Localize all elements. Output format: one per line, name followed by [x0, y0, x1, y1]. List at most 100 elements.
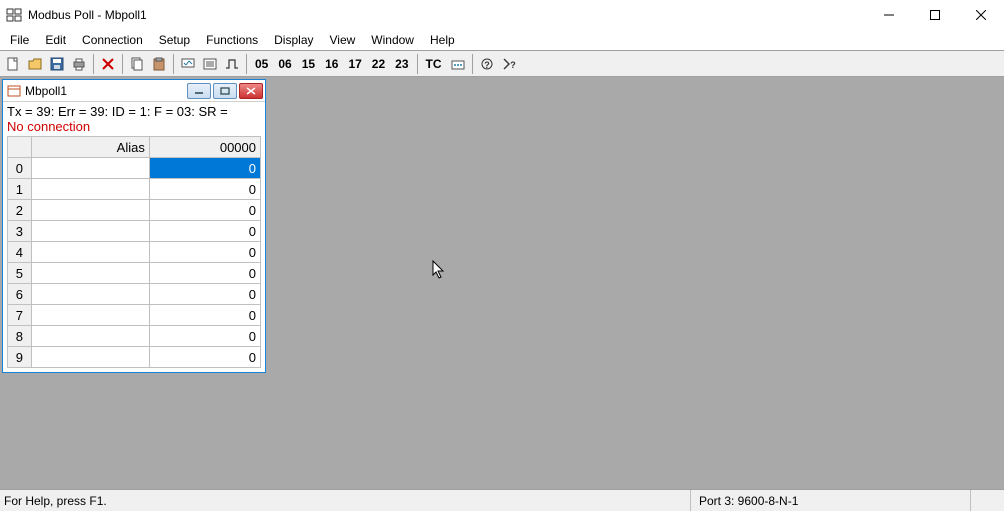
row-header[interactable]: 1	[8, 179, 32, 200]
child-window-title: Mbpoll1	[25, 84, 67, 98]
value-cell[interactable]: 0	[149, 158, 260, 179]
menu-item-help[interactable]: Help	[422, 31, 463, 49]
table-row[interactable]: 00	[8, 158, 261, 179]
value-cell[interactable]: 0	[149, 200, 260, 221]
monitor-icon[interactable]	[177, 53, 199, 75]
child-window: Mbpoll1 Tx = 39: Err = 39: ID = 1: F = 0…	[2, 79, 266, 373]
table-row[interactable]: 40	[8, 242, 261, 263]
status-empty-pane	[970, 490, 1000, 511]
toolbar-separator	[417, 54, 418, 74]
alias-cell[interactable]	[31, 179, 149, 200]
table-row[interactable]: 70	[8, 305, 261, 326]
register-table: Alias 00000 00102030405060708090	[7, 136, 261, 368]
window-title: Modbus Poll - Mbpoll1	[28, 8, 147, 22]
menu-item-edit[interactable]: Edit	[37, 31, 74, 49]
column-header-value[interactable]: 00000	[149, 137, 260, 158]
alias-cell[interactable]	[31, 284, 149, 305]
table-row[interactable]: 90	[8, 347, 261, 368]
alias-cell[interactable]	[31, 305, 149, 326]
context-help-icon[interactable]: ?	[498, 53, 520, 75]
toolbar-separator	[246, 54, 247, 74]
alias-cell[interactable]	[31, 263, 149, 284]
row-header[interactable]: 4	[8, 242, 32, 263]
value-cell[interactable]: 0	[149, 326, 260, 347]
child-window-body: Tx = 39: Err = 39: ID = 1: F = 03: SR = …	[3, 102, 265, 372]
menu-item-functions[interactable]: Functions	[198, 31, 266, 49]
value-cell[interactable]: 0	[149, 263, 260, 284]
row-header[interactable]: 7	[8, 305, 32, 326]
row-header[interactable]: 9	[8, 347, 32, 368]
func-code-06-button[interactable]: 06	[273, 53, 296, 75]
tc-button[interactable]: TC	[421, 53, 447, 75]
child-maximize-button[interactable]	[213, 83, 237, 99]
alias-cell[interactable]	[31, 158, 149, 179]
toolbar-separator	[93, 54, 94, 74]
status-bar: For Help, press F1. Port 3: 9600-8-N-1	[0, 489, 1004, 511]
value-cell[interactable]: 0	[149, 179, 260, 200]
disconnect-icon[interactable]	[97, 53, 119, 75]
menu-item-display[interactable]: Display	[266, 31, 321, 49]
menu-item-file[interactable]: File	[2, 31, 37, 49]
row-header[interactable]: 5	[8, 263, 32, 284]
table-row[interactable]: 60	[8, 284, 261, 305]
close-button[interactable]	[958, 0, 1004, 30]
pulse-icon[interactable]	[221, 53, 243, 75]
open-file-icon[interactable]	[24, 53, 46, 75]
child-title-bar[interactable]: Mbpoll1	[3, 80, 265, 102]
menu-item-window[interactable]: Window	[363, 31, 422, 49]
minimize-button[interactable]	[866, 0, 912, 30]
column-header-alias[interactable]: Alias	[31, 137, 149, 158]
value-cell[interactable]: 0	[149, 305, 260, 326]
row-header[interactable]: 8	[8, 326, 32, 347]
func-code-23-button[interactable]: 23	[390, 53, 413, 75]
settings-icon[interactable]	[199, 53, 221, 75]
about-icon[interactable]: ?	[476, 53, 498, 75]
func-code-05-button[interactable]: 05	[250, 53, 273, 75]
table-row[interactable]: 50	[8, 263, 261, 284]
func-code-22-button[interactable]: 22	[367, 53, 390, 75]
status-port-text: Port 3: 9600-8-N-1	[690, 490, 970, 511]
table-corner	[8, 137, 32, 158]
row-header[interactable]: 0	[8, 158, 32, 179]
tx-status-line: Tx = 39: Err = 39: ID = 1: F = 03: SR =	[7, 104, 261, 119]
connection-error-text: No connection	[7, 119, 261, 134]
print-icon[interactable]	[68, 53, 90, 75]
table-row[interactable]: 80	[8, 326, 261, 347]
child-minimize-button[interactable]	[187, 83, 211, 99]
new-file-icon[interactable]	[2, 53, 24, 75]
value-cell[interactable]: 0	[149, 242, 260, 263]
status-help-text: For Help, press F1.	[4, 490, 115, 511]
menu-item-view[interactable]: View	[322, 31, 364, 49]
menu-item-connection[interactable]: Connection	[74, 31, 151, 49]
child-close-button[interactable]	[239, 83, 263, 99]
toolbar: 05061516172223 TC ? ?	[0, 50, 1004, 77]
row-header[interactable]: 3	[8, 221, 32, 242]
table-row[interactable]: 20	[8, 200, 261, 221]
alias-cell[interactable]	[31, 326, 149, 347]
func-code-16-button[interactable]: 16	[320, 53, 343, 75]
alias-cell[interactable]	[31, 221, 149, 242]
alias-cell[interactable]	[31, 242, 149, 263]
svg-text:?: ?	[510, 60, 516, 70]
alias-cell[interactable]	[31, 200, 149, 221]
paste-icon[interactable]	[148, 53, 170, 75]
row-header[interactable]: 6	[8, 284, 32, 305]
comm-log-icon[interactable]	[447, 53, 469, 75]
value-cell[interactable]: 0	[149, 284, 260, 305]
mdi-client-area: Mbpoll1 Tx = 39: Err = 39: ID = 1: F = 0…	[0, 77, 1004, 489]
func-code-17-button[interactable]: 17	[343, 53, 366, 75]
toolbar-separator	[173, 54, 174, 74]
maximize-button[interactable]	[912, 0, 958, 30]
value-cell[interactable]: 0	[149, 347, 260, 368]
save-icon[interactable]	[46, 53, 68, 75]
value-cell[interactable]: 0	[149, 221, 260, 242]
func-code-15-button[interactable]: 15	[297, 53, 320, 75]
toolbar-separator	[122, 54, 123, 74]
table-row[interactable]: 10	[8, 179, 261, 200]
alias-cell[interactable]	[31, 347, 149, 368]
row-header[interactable]: 2	[8, 200, 32, 221]
menu-item-setup[interactable]: Setup	[151, 31, 198, 49]
copy-icon[interactable]	[126, 53, 148, 75]
menu-bar: FileEditConnectionSetupFunctionsDisplayV…	[0, 30, 1004, 50]
table-row[interactable]: 30	[8, 221, 261, 242]
